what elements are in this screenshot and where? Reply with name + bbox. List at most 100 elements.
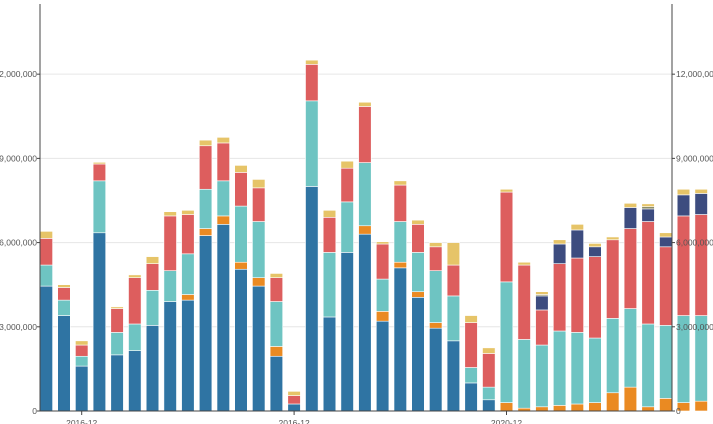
bar-segment-blue [429, 327, 443, 412]
bar-segment-teal [75, 355, 89, 367]
bar-segment-yellow [110, 306, 124, 309]
bar-segment-teal [358, 162, 372, 227]
bar-segment-yellow [181, 210, 195, 215]
bar-segment-red [57, 287, 71, 301]
bar-segment-red [517, 264, 531, 340]
bar-segment-red [181, 214, 195, 255]
bar-segment-navy [694, 193, 708, 215]
bar-segment-teal [606, 318, 620, 394]
bar-segment-teal [163, 270, 177, 302]
bar-segment-navy [676, 194, 691, 217]
bar-segment-navy [659, 236, 673, 248]
bar-segment-teal [322, 252, 337, 318]
bar-segment-red [482, 353, 496, 388]
bar-segment-orange [199, 228, 213, 236]
bar-segment-blue [92, 232, 106, 412]
bar-segment-red [163, 215, 177, 271]
bar-segment-teal [535, 344, 549, 408]
bar-segment-red [446, 264, 461, 297]
bar-segment-teal [92, 180, 106, 234]
bar-segment-teal [588, 337, 602, 403]
bar-segment-teal [39, 264, 53, 287]
bar-segment-teal [145, 289, 160, 326]
bar-segment-blue [411, 297, 425, 412]
bar-segment-orange [358, 225, 372, 235]
bar-segment-orange [375, 311, 390, 322]
bar-segment-red [75, 344, 89, 357]
bar-segment-yellow [623, 202, 637, 208]
bar-segment-red [641, 221, 655, 325]
bar-segment-yellow [393, 180, 407, 186]
bar-segment-yellow [482, 347, 496, 354]
gridlines [40, 73, 672, 328]
bar-segment-red [375, 243, 390, 280]
x-tick-label: 2020-12 [491, 418, 522, 424]
bar-segment-red [358, 106, 372, 163]
bar-segment-teal [57, 299, 71, 316]
bar-segment-orange [570, 403, 584, 412]
y-tick-label-left: 6,000,000 [0, 238, 37, 248]
bar-segment-teal [199, 188, 213, 229]
bar-segment-orange [659, 398, 673, 412]
bar-segment-red [623, 228, 637, 309]
bar-segment-gray [641, 206, 655, 210]
bar-segment-yellow [659, 232, 673, 238]
bar-segment-teal [252, 221, 266, 278]
bar-segment-blue [199, 235, 213, 412]
y-tick-label-right: 0 [676, 406, 681, 416]
y-tick-label-left: 0 [32, 406, 37, 416]
bar-segment-yellow [340, 160, 354, 169]
bar-segment-blue [75, 365, 89, 412]
bar-segment-yellow [464, 315, 478, 323]
bar-segment-red [340, 167, 354, 203]
bar-segment-blue [322, 316, 337, 412]
bar-segment-yellow [39, 231, 53, 239]
bar-segment-teal [641, 323, 655, 408]
bar-segment-blue [305, 186, 319, 412]
bar-segment-blue [39, 285, 53, 412]
bar-segment-orange [499, 402, 514, 412]
bar-segment-orange [535, 406, 549, 412]
bar-segment-red [659, 246, 673, 326]
bar-segment-yellow [57, 284, 71, 288]
bar-segment-blue [252, 285, 266, 412]
bar-segment-red [199, 145, 213, 190]
bar-segment-navy [641, 208, 655, 222]
bar-segment-red [322, 217, 337, 253]
bar-segment-yellow [552, 239, 567, 245]
bar-segment-orange [252, 277, 266, 287]
bar-segment-teal [517, 339, 531, 409]
y-tick-label-left: 3,000,000 [0, 322, 37, 332]
bar-segment-red [694, 214, 708, 316]
bar-segment-teal [305, 100, 319, 187]
bar-segment-teal [499, 281, 514, 403]
bar-segment-teal [375, 278, 390, 312]
bar-segment-orange [694, 400, 708, 412]
bar-segment-blue [446, 340, 461, 412]
bar-segment-blue [128, 350, 142, 412]
bar-segment-teal [446, 295, 461, 342]
bar-segment-orange [234, 261, 248, 270]
bar-segment-red [216, 142, 230, 182]
bar-segment-yellow [269, 273, 284, 278]
y-tick-label-left: 9,000,000 [0, 153, 37, 163]
bar-segment-orange [623, 386, 637, 412]
bar-segment-blue [145, 325, 160, 412]
bar-segment-blue [216, 224, 230, 412]
bar-segment-red [570, 257, 584, 333]
bar-segment-yellow [216, 137, 230, 144]
bar-segment-orange [429, 322, 443, 329]
bar-segment-red [305, 64, 319, 102]
axes [37, 4, 675, 415]
bar-segment-teal [623, 308, 637, 388]
bar-segment-navy [570, 229, 584, 259]
x-tick-label: 2016-12 [278, 418, 309, 424]
bar-segment-red [39, 238, 53, 266]
y-tick-label-right: 3,000,000 [676, 322, 713, 332]
bar-segment-yellow [570, 224, 584, 231]
bar-segment-navy [552, 243, 567, 264]
bar-segment-orange [641, 406, 655, 412]
bar-segment-red [588, 256, 602, 339]
bar-segment-yellow [499, 188, 514, 193]
bar-segment-yellow [252, 179, 266, 189]
